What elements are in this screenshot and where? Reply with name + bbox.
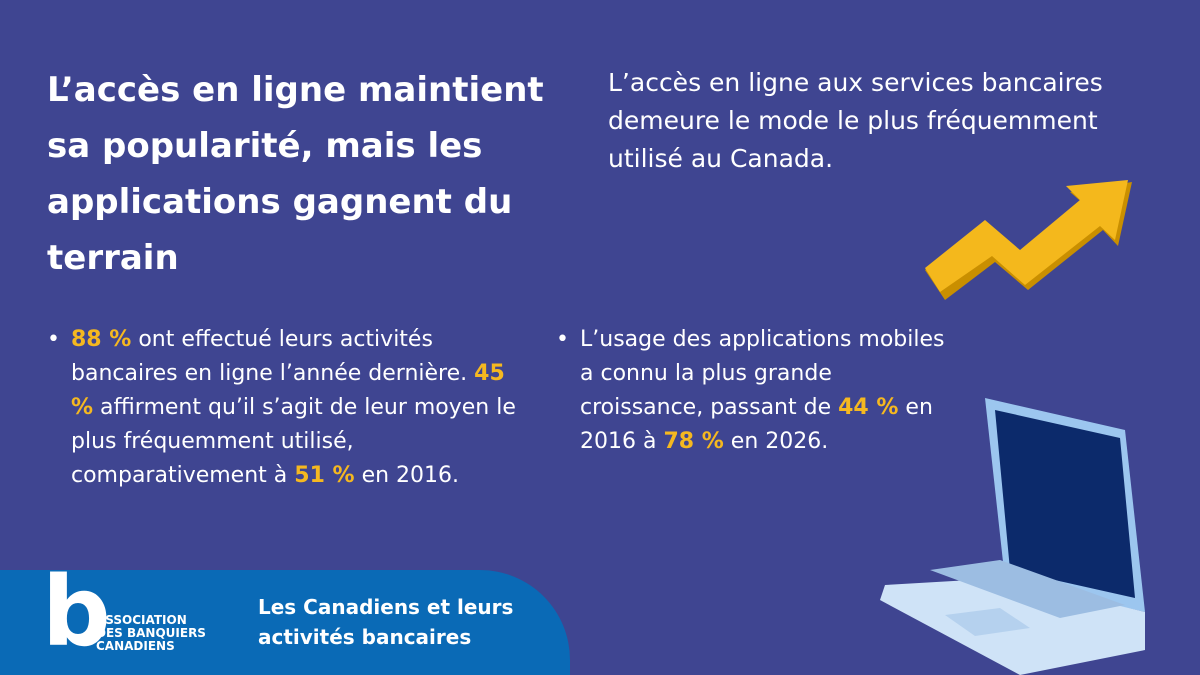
- highlight: 51 %: [294, 463, 355, 488]
- logo-line: DES BANQUIERS: [96, 626, 206, 640]
- text: en 2016 à: [580, 395, 933, 454]
- growth-arrow: [925, 180, 1132, 300]
- footer-title: Les Canadiens et leurs activités bancair…: [258, 595, 514, 649]
- logo-line: CANADIENS: [96, 639, 175, 653]
- title: L’accès en ligne maintient sa popularité…: [47, 70, 544, 278]
- text: affirment qu’il s’agit de leur moyen le …: [71, 395, 516, 488]
- text: en 2016.: [354, 463, 460, 488]
- logo-text: ASSOCIATION DES BANQUIERS CANADIENS: [96, 614, 206, 653]
- highlight: 45 %: [71, 361, 505, 420]
- text: ont effectué leurs activités bancaires e…: [71, 327, 475, 386]
- laptop: [880, 398, 1145, 675]
- text: en 2026.: [723, 429, 829, 454]
- subtitle: L’accès en ligne aux services bancaires …: [608, 68, 1103, 173]
- logo-letter: b: [42, 556, 111, 668]
- text: L’usage des applications mobiles a connu…: [580, 327, 945, 420]
- highlight: 78 %: [663, 429, 724, 454]
- bullet: L’usage des applications mobiles a connu…: [556, 323, 960, 459]
- footer: b ASSOCIATION DES BANQUIERS CANADIENS Les …: [0, 562, 570, 675]
- highlight: 44 %: [838, 395, 899, 420]
- bullet: 88 % ont effectué leurs activités bancai…: [47, 323, 531, 493]
- logo-line: ASSOCIATION: [96, 613, 187, 627]
- highlight: 88 %: [71, 327, 132, 352]
